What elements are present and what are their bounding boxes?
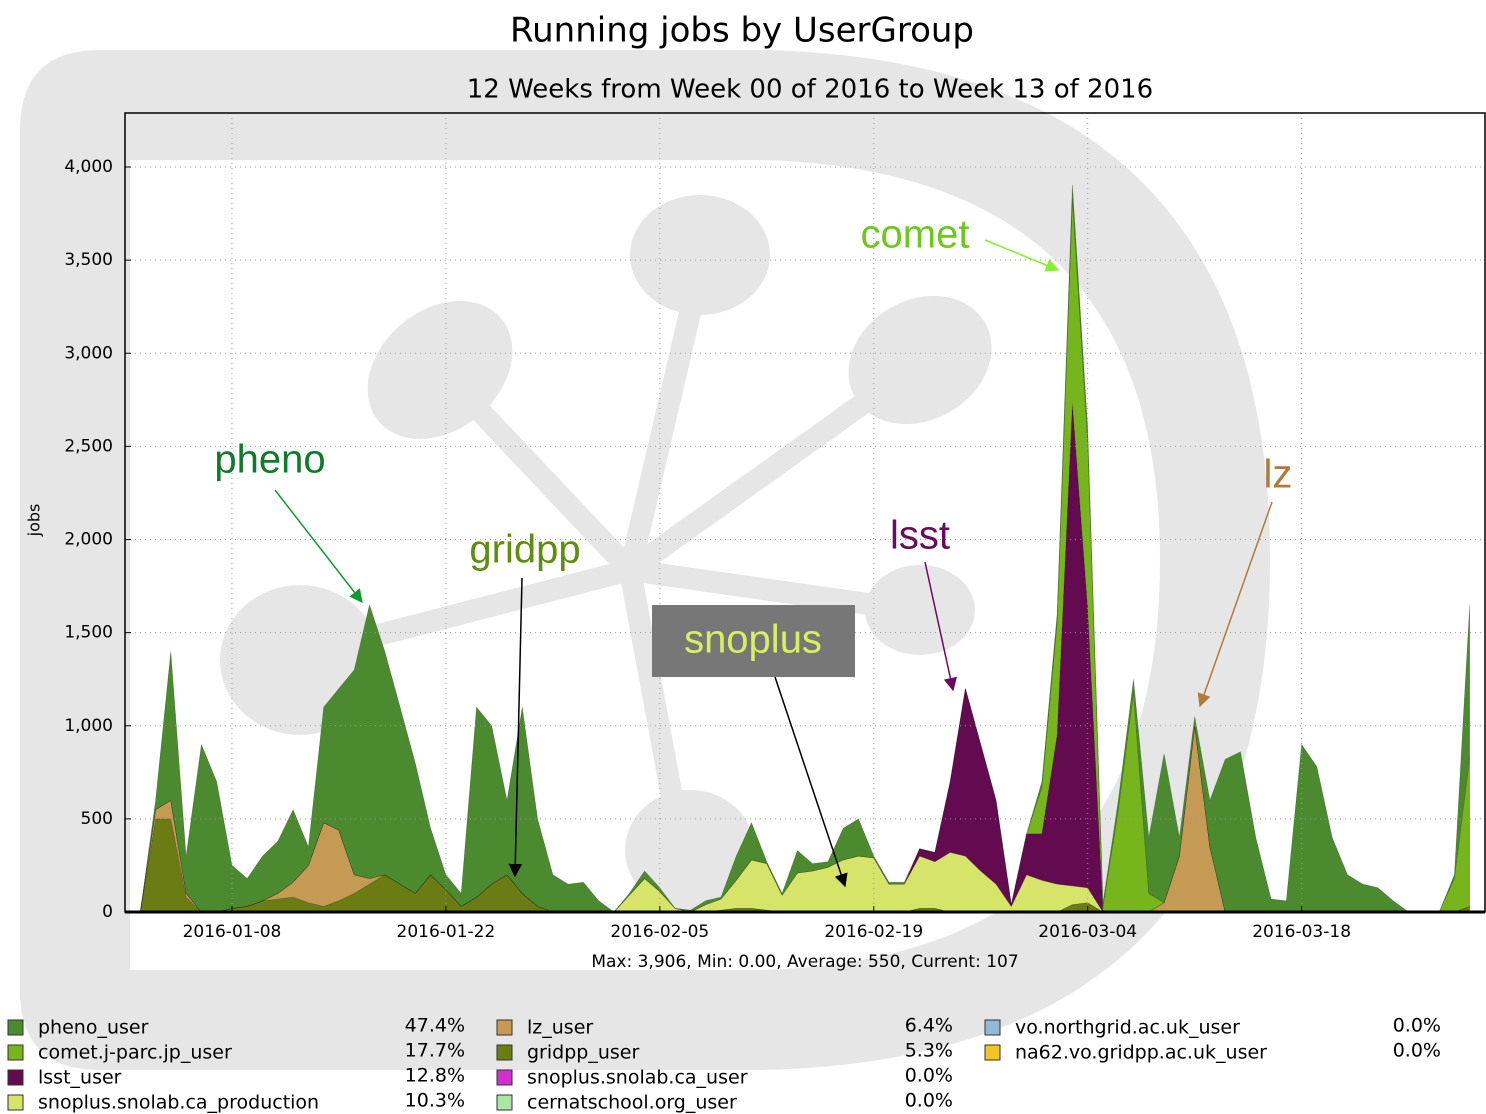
legend-share: 0.0%	[1393, 1015, 1441, 1037]
legend-label: comet.j-parc.jp_user	[38, 1042, 232, 1064]
legend-label: lsst_user	[38, 1067, 122, 1089]
y-tick-label: 500	[81, 809, 113, 829]
legend-swatch	[8, 1020, 23, 1035]
annotation: gridpp	[469, 528, 580, 572]
annotation: snoplus	[684, 618, 822, 662]
legend-label: pheno_user	[38, 1017, 149, 1039]
legend-label: snoplus.snolab.ca_production	[38, 1092, 319, 1114]
y-tick-label: 2,000	[64, 530, 113, 550]
legend-swatch	[8, 1045, 23, 1060]
legend-swatch	[985, 1020, 1000, 1035]
x-tick-label: 2016-02-19	[824, 922, 923, 942]
y-tick-label: 1,500	[64, 623, 113, 643]
legend-share: 17.7%	[405, 1040, 465, 1062]
x-tick-label: 2016-03-18	[1252, 922, 1351, 942]
legend-share: 10.3%	[405, 1090, 465, 1112]
legend-swatch	[497, 1045, 512, 1060]
legend-share: 0.0%	[905, 1065, 953, 1087]
legend-share: 0.0%	[1393, 1040, 1441, 1062]
plot-area: 0 500 1,000 1,500 2,000 2,500 3,000 3,500 4,000 2…	[64, 113, 1485, 942]
legend-label: vo.northgrid.ac.uk_user	[1015, 1017, 1240, 1039]
legend-label: cernatschool.org_user	[527, 1092, 737, 1114]
y-tick-label: 0	[102, 902, 113, 922]
legend-share: 5.3%	[905, 1040, 953, 1062]
annotation-arrow	[775, 677, 845, 886]
y-tick-label: 2,500	[64, 436, 113, 456]
legend-swatch	[8, 1095, 23, 1110]
x-tick-label: 2016-03-04	[1038, 922, 1137, 942]
x-tick-label: 2016-01-22	[397, 922, 496, 942]
legend-share: 12.8%	[405, 1065, 465, 1087]
y-tick-label: 3,500	[64, 250, 113, 270]
legend-share: 6.4%	[905, 1015, 953, 1037]
chart-subtitle: 12 Weeks from Week 00 of 2016 to Week 13…	[467, 75, 1153, 105]
legend-swatch	[497, 1020, 512, 1035]
x-tick-label: 2016-02-05	[610, 922, 709, 942]
annotation-arrow	[275, 490, 362, 602]
y-tick-label: 1,000	[64, 716, 113, 736]
legend-label: gridpp_user	[527, 1042, 639, 1064]
x-tick-label: 2016-01-08	[183, 922, 282, 942]
annotation: comet	[861, 213, 970, 257]
legend-share: 47.4%	[405, 1015, 465, 1037]
legend-swatch	[497, 1070, 512, 1085]
legend-label: snoplus.snolab.ca_user	[527, 1067, 748, 1089]
legend-swatch	[497, 1095, 512, 1110]
legend-swatch	[985, 1045, 1000, 1060]
legend-swatch	[8, 1070, 23, 1085]
legend-share: 0.0%	[905, 1090, 953, 1112]
page: Running jobs by UserGroup 12 Weeks from …	[0, 0, 1486, 1114]
annotation: pheno	[214, 438, 325, 482]
y-tick-label: 4,000	[64, 157, 113, 177]
chart-title: Running jobs by UserGroup	[510, 11, 974, 51]
y-axis-label: jobs	[25, 504, 44, 538]
legend-label: lz_user	[527, 1017, 593, 1039]
annotation: lz	[1264, 453, 1293, 497]
y-tick-label: 3,000	[64, 343, 113, 363]
annotation: lsst	[890, 514, 950, 558]
chart: Running jobs by UserGroup 12 Weeks from …	[0, 0, 1486, 1114]
legend-label: na62.vo.gridpp.ac.uk_user	[1015, 1042, 1267, 1064]
stats-line: Max: 3,906, Min: 0.00, Average: 550, Cur…	[591, 952, 1018, 972]
